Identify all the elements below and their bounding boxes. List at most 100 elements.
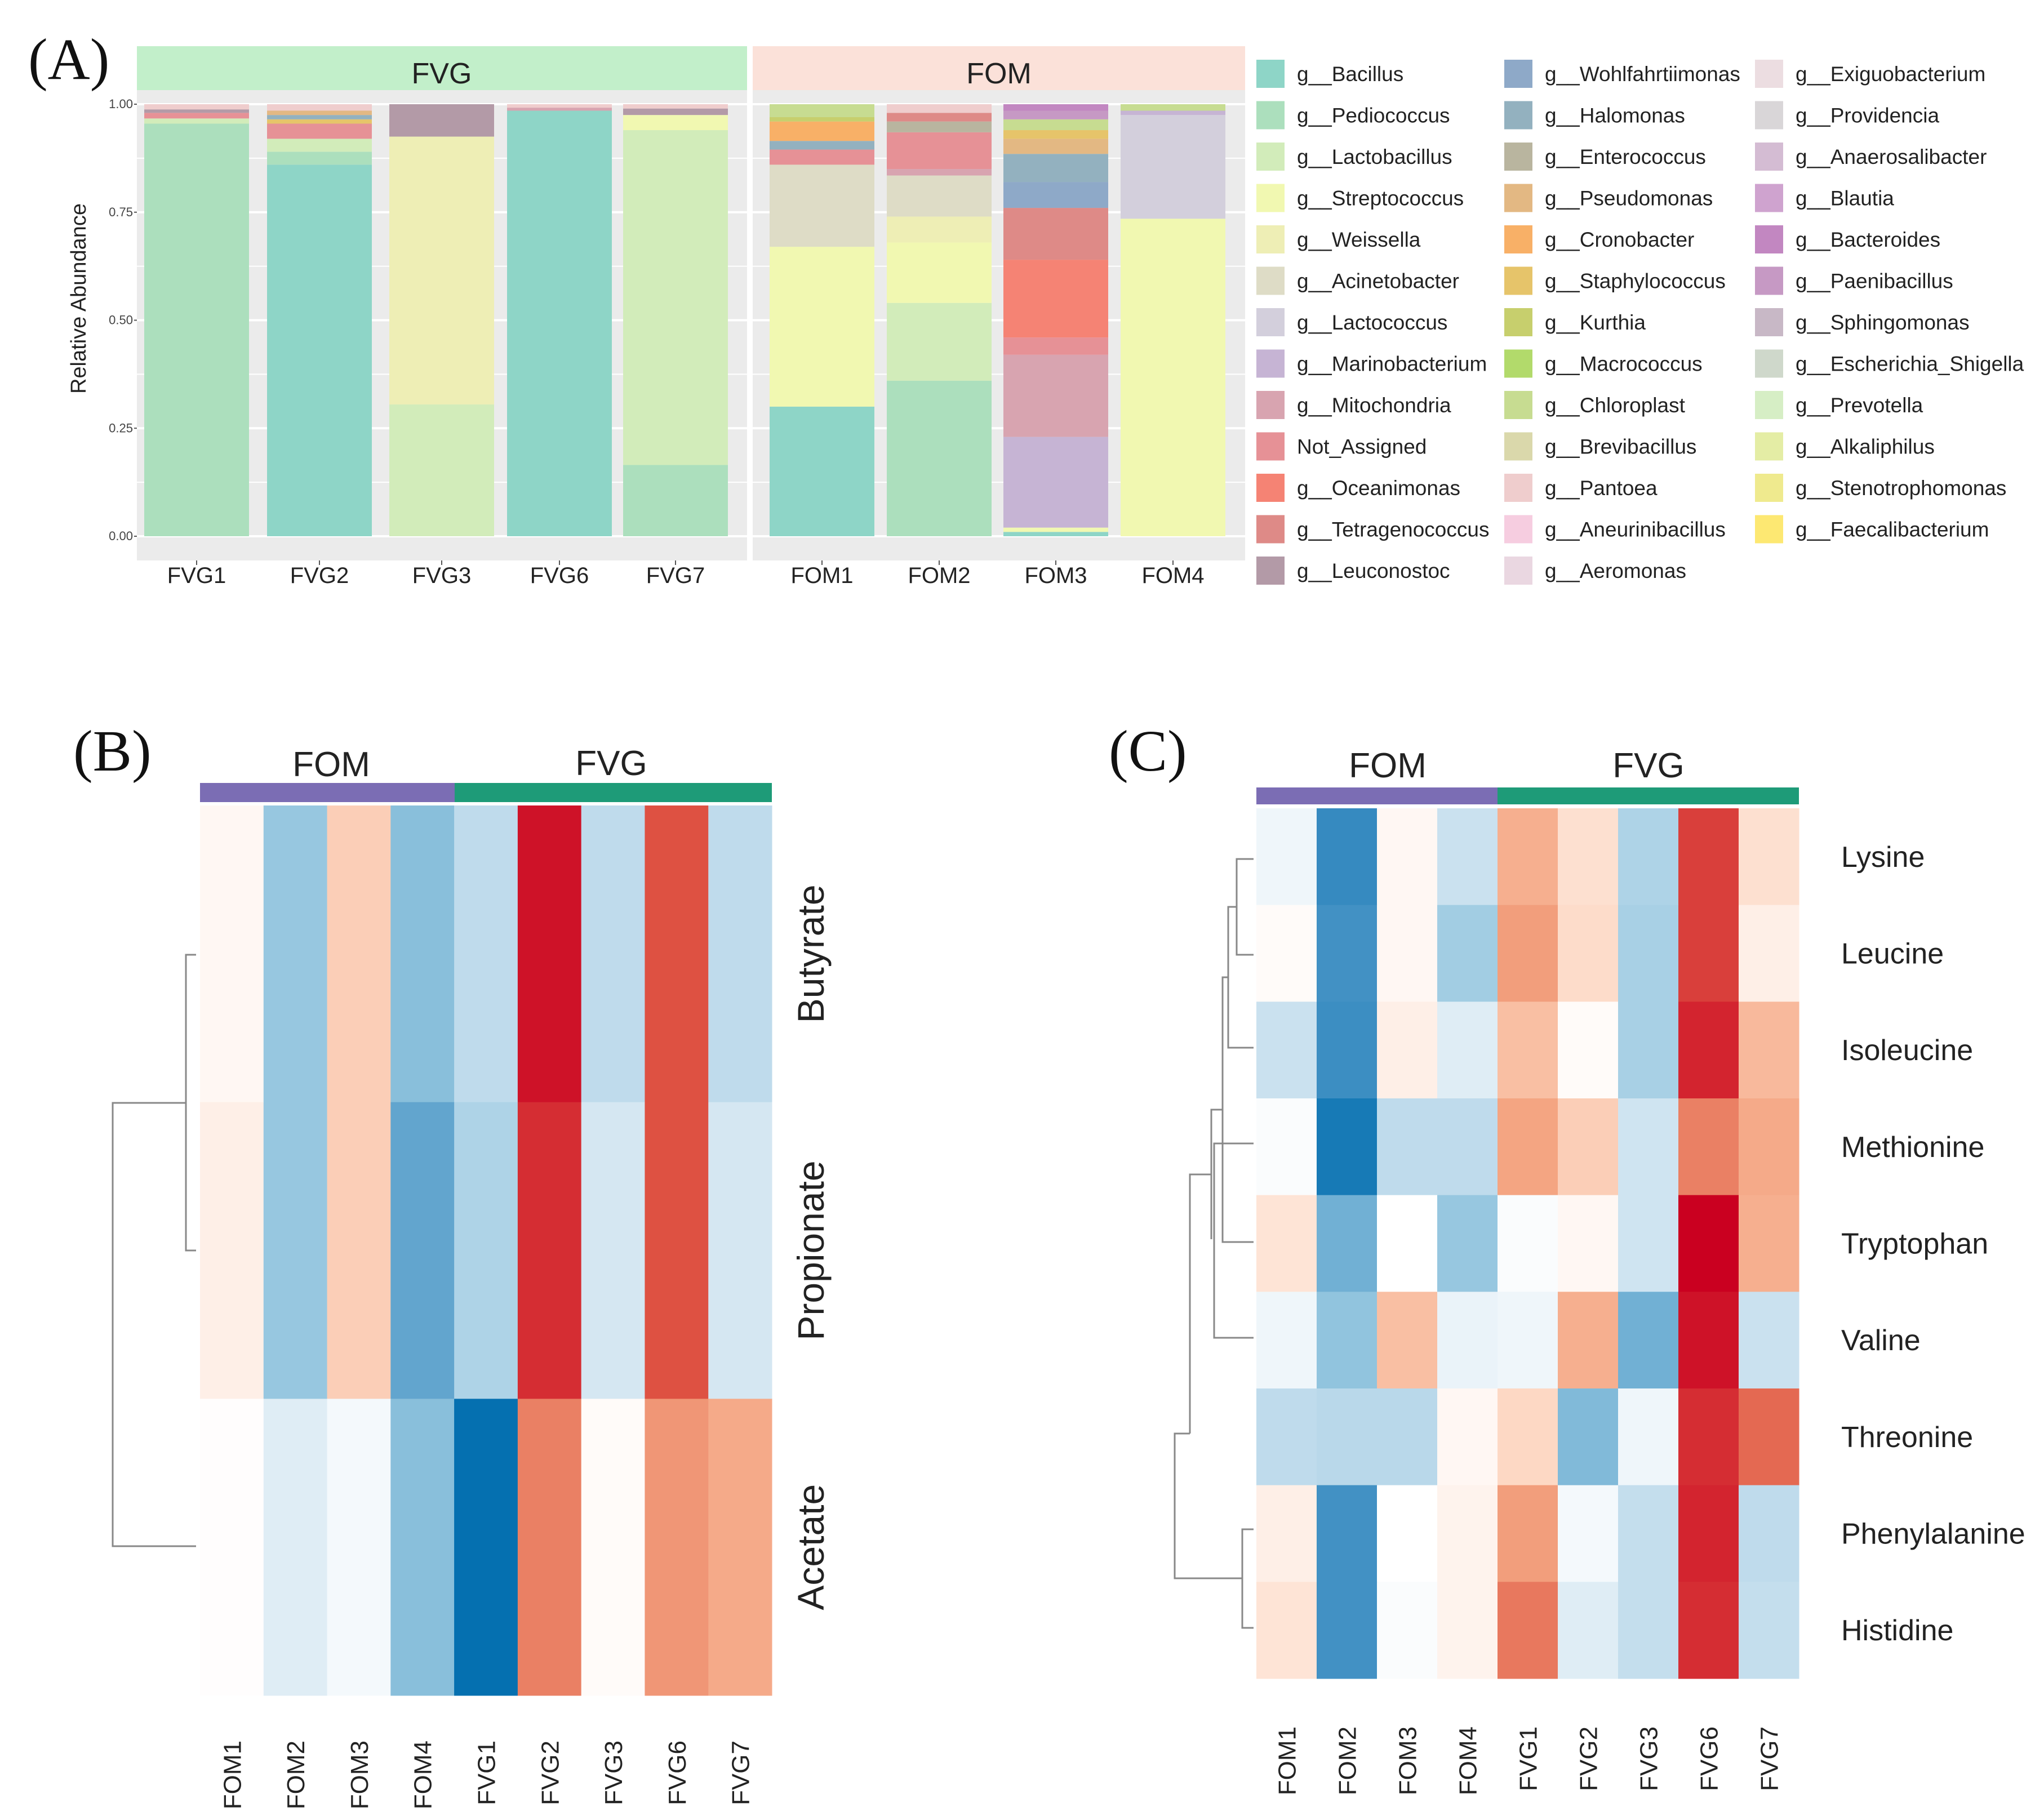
legend-label: g__Aeromonas [1545,559,1686,582]
heatmap-cell [645,1102,709,1399]
bar-segment [623,108,728,115]
heatmap-cell [1558,808,1619,906]
heatmap-cell [1558,1002,1619,1099]
bar-segment [1003,532,1108,536]
bar-fom1 [770,104,874,536]
facet-label-fvg: FVG [412,57,472,90]
heatmap-cell [1377,1098,1438,1196]
column-label: FOM3 [346,1741,374,1809]
bar-segment [144,123,249,536]
heatmap-cell [1618,808,1679,906]
legend-label: g__Providencia [1796,104,1939,127]
legend-swatch [1256,143,1285,171]
legend-swatch [1755,184,1783,212]
bar-fvg7 [623,104,728,536]
legend-swatch [1755,60,1783,88]
heatmap-cell [1256,808,1317,906]
legend-swatch [1504,391,1532,419]
heatmap-cell [1377,1002,1438,1099]
y-tick-label: 0.25 [109,421,133,435]
heatmap-cell [517,1399,582,1696]
legend-label: g__Lactobacillus [1297,145,1452,168]
bar-segment [1003,104,1108,111]
facet-label-fom: FOM [966,57,1032,90]
row-labels: Butyrate Propionate Acetate [790,884,832,1610]
bar-segment [144,104,249,110]
y-tick-label: 0.00 [109,529,133,543]
bar-segment [887,113,992,122]
heatmap-cell [327,1102,391,1399]
heatmap-cell [263,1102,328,1399]
legend-label: g__Enterococcus [1545,145,1706,168]
bar-fvg2 [267,104,372,536]
bar-segment [770,247,874,407]
row-label: Leucine [1841,938,1944,971]
column-label: FOM2 [1334,1726,1362,1795]
heatmap-cell [454,1102,518,1399]
legend-swatch [1256,432,1285,461]
heatmap-cell [263,805,328,1103]
row-label: Propionate [790,1160,832,1340]
heatmap-cell [1256,1582,1317,1679]
group-bar-fvg [1498,787,1799,804]
legend-label: g__Aneurinibacillus [1545,518,1726,541]
legend-label: g__Exiguobacterium [1796,63,1985,86]
legend-swatch [1504,225,1532,253]
heatmap-cell [517,805,582,1103]
legend-label: g__Escherichia_Shigella [1796,353,2024,376]
column-label: FVG6 [664,1741,691,1805]
bar-segment [770,149,874,165]
group-bar-fom [1256,787,1498,804]
group-label-fvg: FVG [575,744,647,783]
legend-label: g__Bacteroides [1796,228,1940,251]
column-label: FVG3 [1636,1726,1663,1791]
heatmap-cell [581,1102,645,1399]
heatmap-cell [1498,1582,1558,1679]
legend-label: g__Alkaliphilus [1796,435,1935,459]
bar-segment [623,130,728,465]
heatmap-cell [1256,1195,1317,1292]
legend-swatch [1256,184,1285,212]
x-tick-label: FOM2 [908,563,970,588]
legend-label: g__Halomonas [1545,104,1685,127]
row-label: Histidine [1841,1614,1953,1647]
x-tick-label: FVG7 [646,563,705,588]
heatmap-cell [1558,1485,1619,1582]
legend-swatch [1256,515,1285,544]
heatmap-cell [1678,1195,1739,1292]
heatmap-cell [708,805,772,1103]
facet-strip-fom [753,46,1245,90]
bar-segment [1121,219,1225,536]
bar-segment [770,406,874,536]
panel-c-label: (C) [1109,719,1187,784]
bar-segment [887,216,992,243]
heatmap-cell [1256,1485,1317,1582]
bar-segment [887,380,992,536]
legend-swatch [1504,557,1532,585]
heatmap-cell [1739,1292,1799,1389]
heatmap-cell [200,1399,264,1696]
bar-segment [1003,354,1108,437]
row-labels: Lysine Leucine Isoleucine Methionine Tryptop… [1841,841,2025,1647]
legend-swatch [1256,266,1285,295]
heatmap-cell [1558,1582,1619,1679]
heatmap-cell [327,1399,391,1696]
legend-label: g__Kurthia [1545,311,1646,334]
heatmap-cell [645,805,709,1103]
bar-segment [1003,154,1108,183]
heatmap-cell [1437,1485,1498,1582]
column-labels: FOM1 FOM2 FOM3 FOM4 FVG1 FVG2 FVG3 FVG6 FVG7 [219,1741,754,1809]
heatmap-cell [1317,905,1378,1002]
bar-segment [267,104,372,111]
column-label: FVG6 [1696,1726,1723,1791]
legend-label: g__Streptococcus [1297,187,1464,210]
legend-label: g__Staphylococcus [1545,270,1726,293]
bar-segment [144,118,249,124]
heatmap-cell [1317,1485,1378,1582]
heatmap-cell [1317,1582,1378,1679]
bar-segment [267,119,372,124]
column-label: FOM4 [410,1741,437,1809]
bar-segment [887,121,992,132]
y-axis-label: Relative Abundance [67,203,91,394]
stacked-bars [144,104,1225,536]
